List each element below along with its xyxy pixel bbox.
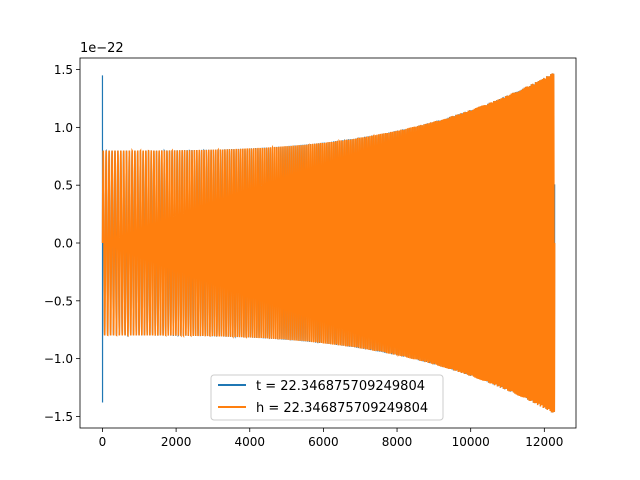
y-offset-label: 1e−22: [80, 41, 124, 56]
y-tick-label: −1.5: [44, 410, 73, 424]
legend-label-h: h = 22.346875709249804: [256, 401, 428, 416]
legend: t = 22.346875709249804 h = 22.3468757092…: [210, 374, 444, 421]
x-tick-label: 8000: [382, 435, 413, 449]
y-tick-label: −1.0: [44, 352, 73, 366]
y-tick-label: 1.0: [54, 121, 73, 135]
x-tick-label: 10000: [452, 435, 490, 449]
x-tick-label: 0: [99, 435, 107, 449]
y-tick-label: 1.5: [54, 63, 73, 77]
x-tick-label: 12000: [525, 435, 563, 449]
y-tick-label: 0.5: [54, 179, 73, 193]
x-tick-label: 6000: [308, 435, 339, 449]
x-axis: 0 2000 4000 6000 8000 10000 12000: [99, 428, 563, 449]
y-tick-label: 0.0: [54, 237, 73, 251]
x-tick-label: 2000: [161, 435, 192, 449]
series-h-line: [101, 73, 556, 413]
series-layer: [101, 73, 556, 413]
y-axis: 1.5 1.0 0.5 0.0 −0.5 −1.0 −1.5: [44, 63, 80, 424]
x-tick-label: 4000: [234, 435, 265, 449]
legend-box: [210, 374, 444, 421]
legend-label-t: t = 22.346875709249804: [256, 379, 425, 394]
y-tick-label: −0.5: [44, 294, 73, 308]
